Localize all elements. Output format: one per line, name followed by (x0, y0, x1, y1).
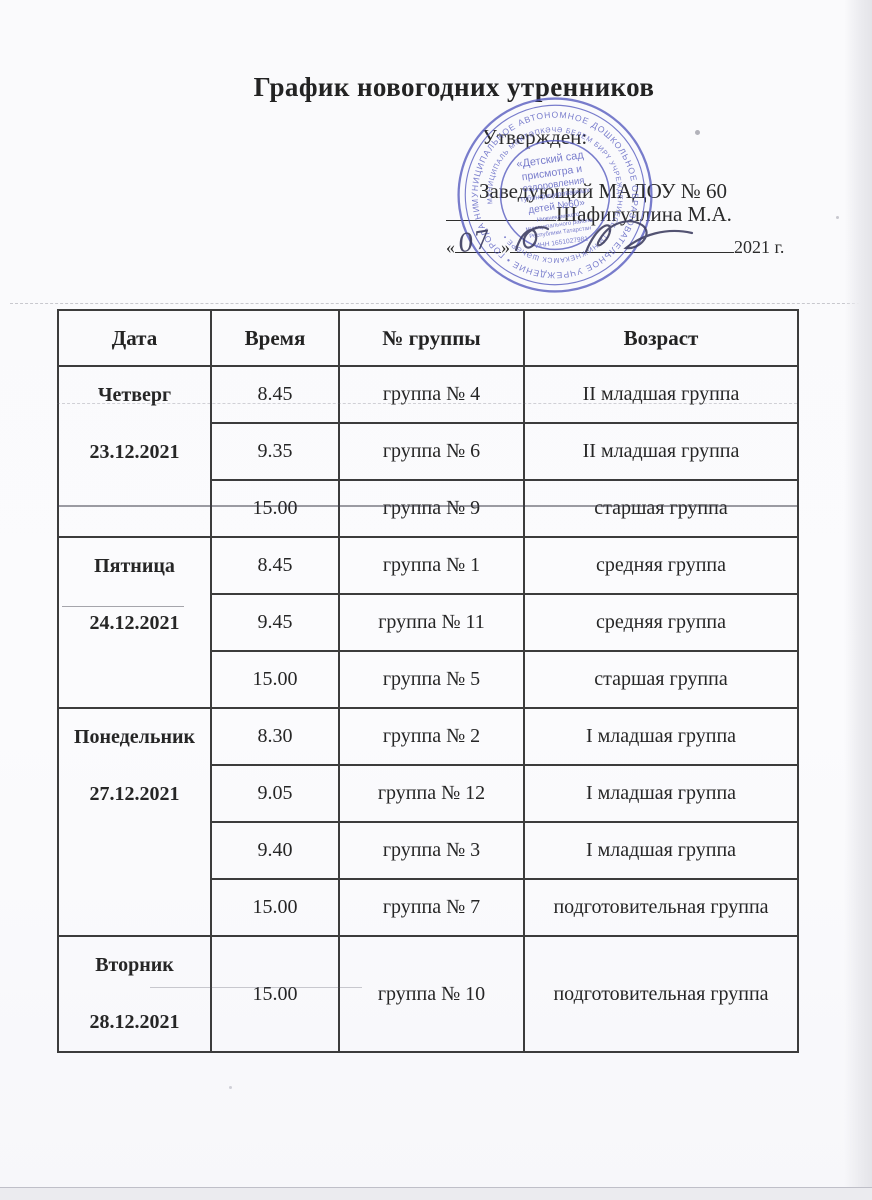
group-number-cell: группа № 1 (338, 536, 525, 595)
time-cell: 9.35 (210, 422, 340, 481)
group-number-cell: группа № 7 (338, 878, 525, 937)
group-number-cell: группа № 10 (338, 935, 525, 1053)
svg-text:«Детский сад: «Детский сад (516, 149, 585, 170)
date-label: 28.12.2021 (89, 1011, 180, 1033)
day-label: Вторник (95, 954, 174, 976)
day-label: Четверг (97, 384, 172, 406)
time-cell: 15.00 (210, 650, 340, 709)
header-time: Время (210, 309, 340, 367)
table-row: 9.45 группа № 11 средняя группа (58, 593, 799, 652)
group-number-cell: группа № 4 (338, 365, 525, 424)
time-cell: 15.00 (210, 479, 340, 538)
scan-speck (695, 130, 700, 135)
scanner-edge-bottom (0, 1187, 872, 1200)
date-cell: Четверг 23.12.2021 (57, 365, 212, 538)
age-group-cell: подготовительная группа (523, 878, 799, 937)
table-row: 15.00 группа № 5 старшая группа (58, 650, 799, 709)
age-group-cell: подготовительная группа (523, 935, 799, 1053)
time-cell: 15.00 (210, 878, 340, 937)
time-cell: 15.00 (210, 935, 340, 1053)
group-number-cell: группа № 11 (338, 593, 525, 652)
page-title: График новогодних утренников (253, 72, 655, 102)
scanner-edge-right (844, 0, 872, 1200)
date-cell: Понедельник 27.12.2021 (57, 707, 212, 937)
header-date: Дата (57, 309, 212, 367)
table-row: Пятница 24.12.2021 8.45 группа № 1 средняя г… (57, 536, 799, 709)
scan-speck (836, 216, 839, 219)
schedule-table-body: Четверг 23.12.2021 8.45 группа № 4 II младша… (57, 365, 799, 1053)
age-group-cell: II младшая группа (523, 422, 799, 481)
day-label: Понедельник (73, 726, 196, 748)
time-cell: 8.45 (210, 365, 340, 424)
table-row: 9.05 группа № 12 I младшая группа (58, 764, 799, 823)
scan-speck (229, 1086, 232, 1089)
header-age: Возраст (523, 309, 799, 367)
date-label: 23.12.2021 (89, 441, 180, 463)
time-cell: 8.45 (210, 536, 340, 595)
table-row: Вторник 28.12.2021 15.00 группа № 10 подгото… (57, 935, 799, 1053)
table-row: Четверг 23.12.2021 8.45 группа № 4 II младша… (57, 365, 799, 538)
date-label: 24.12.2021 (89, 612, 180, 634)
group-number-cell: группа № 5 (338, 650, 525, 709)
table-row: 15.00 группа № 9 старшая группа (58, 479, 799, 538)
handwritten-signature-flourish (514, 220, 694, 254)
schedule-table: Дата Время № группы Возраст Четверг 23.12… (57, 309, 799, 1053)
date-label: 27.12.2021 (89, 783, 180, 805)
time-cell: 9.05 (210, 764, 340, 823)
open-quote: « (446, 237, 455, 257)
age-group-cell: средняя группа (523, 536, 799, 595)
header-group-number: № группы (338, 309, 525, 367)
time-cell: 8.30 (210, 707, 340, 766)
age-group-cell: I младшая группа (523, 821, 799, 880)
age-group-cell: I младшая группа (523, 707, 799, 766)
age-group-cell: средняя группа (523, 593, 799, 652)
table-row: 15.00 группа № 7 подготовительная группа (58, 878, 799, 937)
table-header-row: Дата Время № группы Возраст (57, 309, 799, 367)
age-group-cell: I младшая группа (523, 764, 799, 823)
group-number-cell: группа № 3 (338, 821, 525, 880)
approval-year-label: 2021 г. (734, 237, 785, 257)
group-number-cell: группа № 12 (338, 764, 525, 823)
group-number-cell: группа № 2 (338, 707, 525, 766)
group-number-cell: группа № 9 (338, 479, 525, 538)
scan-artifact-line (10, 303, 860, 304)
group-number-cell: группа № 6 (338, 422, 525, 481)
date-cell: Вторник 28.12.2021 (57, 935, 212, 1053)
day-label: Пятница (94, 555, 175, 577)
age-group-cell: старшая группа (523, 650, 799, 709)
date-cell: Пятница 24.12.2021 (57, 536, 212, 709)
approval-approved-label: Утвержден: (482, 125, 588, 149)
table-row: 9.35 группа № 6 II младшая группа (58, 422, 799, 481)
time-cell: 9.45 (210, 593, 340, 652)
handwritten-day: 07 (455, 224, 492, 259)
time-cell: 9.40 (210, 821, 340, 880)
age-group-cell: II младшая группа (523, 365, 799, 424)
age-group-cell: старшая группа (523, 479, 799, 538)
